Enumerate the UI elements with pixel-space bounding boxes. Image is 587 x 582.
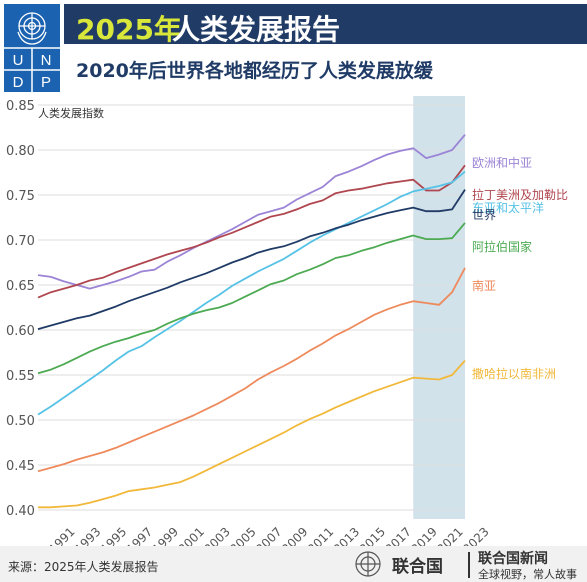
logo-letter-n: N (41, 52, 52, 69)
y-tick-label: 0.80 (6, 144, 35, 159)
series-label: 欧洲和中亚 (472, 155, 532, 170)
page-subtitle: 2020年后世界各地都经历了人类发展放缓 (76, 60, 433, 82)
y-tick-label: 0.75 (6, 189, 35, 204)
page-title: 人类发展报告 (172, 13, 341, 46)
y-tick-label: 0.45 (6, 459, 35, 474)
series-line (37, 222, 466, 375)
logo-letter-p: P (41, 74, 51, 91)
y-tick-label: 0.40 (6, 504, 35, 519)
y-tick-label: 0.60 (6, 324, 35, 339)
brand-divider (468, 552, 470, 578)
y-axis-label: 人类发展指数 (38, 106, 104, 120)
un-news-tagline: 全球视野，常人故事 (478, 568, 577, 581)
series-label: 拉丁美洲及加勒比 (472, 187, 568, 202)
series-label: 阿拉伯国家 (472, 239, 532, 254)
logo-letter-u: U (13, 52, 24, 69)
y-tick-label: 0.85 (6, 99, 35, 114)
highlight-band (413, 96, 465, 519)
series-line (37, 164, 466, 299)
series-line (37, 170, 466, 416)
un-emblem-icon (17, 12, 47, 45)
title-year: 2025年 (76, 13, 182, 46)
undp-logo: U N D P (4, 4, 60, 92)
un-emblem-icon (355, 551, 381, 577)
un-news-brand: 联合国新闻 (478, 551, 548, 567)
y-tick-label: 0.50 (6, 414, 35, 429)
series-line (37, 189, 466, 330)
source-note: 来源：2025年人类发展报告 (8, 560, 159, 574)
title-band (64, 4, 587, 44)
y-tick-label: 0.65 (6, 279, 35, 294)
y-tick-label: 0.70 (6, 234, 35, 249)
series-label: 南亚 (472, 278, 496, 293)
series-line (38, 359, 466, 509)
x-tick-label: 1991 (46, 525, 77, 546)
footer: 来源：2025年人类发展报告 联合国 联合国新闻 全球视野，常人故事 (0, 546, 587, 582)
series-line (37, 134, 466, 290)
un-brand-name: 联合国 (392, 557, 443, 577)
series-label: 撒哈拉以南非洲 (472, 366, 556, 381)
header: U N D P 2025年 人类发展报告 2020年后世界各地都经历了人类发展放… (0, 0, 587, 96)
series-label: 世界 (472, 208, 496, 222)
series-label: 东亚和太平洋 (472, 200, 544, 215)
logo-letter-d: D (13, 74, 24, 91)
y-tick-label: 0.55 (6, 369, 35, 384)
series-line (37, 267, 466, 473)
